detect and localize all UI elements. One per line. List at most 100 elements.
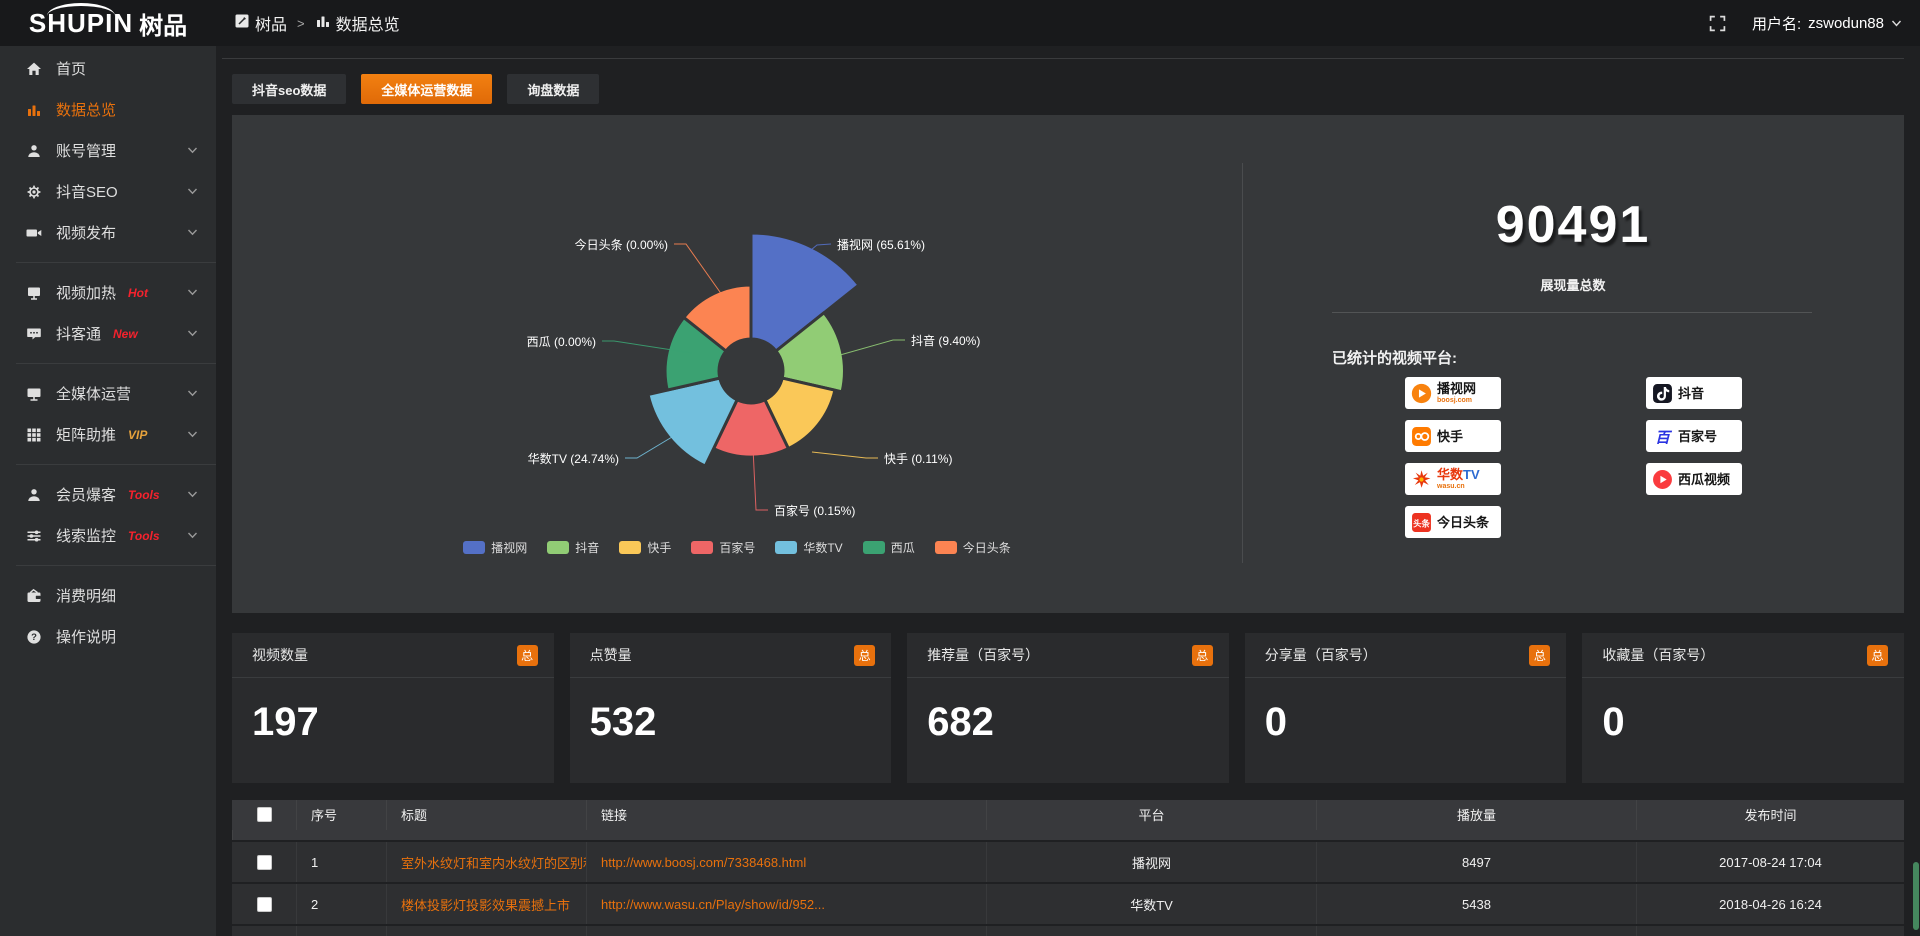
sidebar-divider: [16, 363, 216, 364]
stat-cards: 视频数量总 197 点赞量总 532 推荐量（百家号）总 682 分享量（百家号）总 0 收藏量…: [232, 633, 1904, 783]
user-menu[interactable]: 用户名: zswodun88: [1752, 13, 1902, 34]
pie-label: 抖音 (9.40%): [911, 334, 981, 348]
select-all-checkbox[interactable]: [256, 807, 272, 823]
sidebar-item-3[interactable]: 账号管理: [0, 130, 216, 171]
column-header: 链接: [586, 800, 986, 830]
row-checkbox[interactable]: [256, 854, 272, 870]
sidebar-item-7[interactable]: 抖客通 New: [0, 313, 216, 354]
platform-badge-2: 抖音: [1646, 377, 1742, 409]
platform-name: 播视网: [1437, 381, 1477, 396]
legend-item-3[interactable]: 快手: [619, 539, 671, 556]
top-header: SHUPIN 树品 树品 > 数据总览 用户名: zswodun88: [0, 0, 1920, 46]
pie-label: 今日头条 (0.00%): [574, 238, 668, 252]
bar-chart-icon: [315, 13, 331, 34]
sidebar-item-4[interactable]: 抖音SEO: [0, 171, 216, 212]
table-row-1: 1室外水纹灯和室内水纹灯的区别和简介http://www.boosj.com/7…: [232, 842, 1904, 882]
sidebar-item-label: 矩阵助推: [56, 427, 117, 444]
chat-icon: [26, 326, 42, 342]
column-header: 平台: [986, 800, 1316, 830]
scrollbar-thumb[interactable]: [1913, 862, 1919, 930]
pie-slice-2[interactable]: [774, 311, 846, 394]
legend-label: 华数TV: [803, 541, 843, 555]
platforms-label: 已统计的视频平台:: [1332, 350, 1457, 367]
platform-name: 华数TV: [1437, 467, 1480, 482]
cell-title[interactable]: 室外水纹灯和室内水纹灯的区别和简介: [386, 842, 586, 882]
platform-name: 今日头条: [1437, 514, 1490, 530]
pie-slice-4[interactable]: [712, 398, 790, 459]
sidebar-item-badge: Hot: [128, 285, 149, 300]
legend-swatch: [619, 541, 642, 554]
pie-label-line: [674, 243, 728, 303]
kuaishou-logo: [1411, 426, 1432, 447]
cell-index: 2: [296, 884, 386, 924]
pie-slice-3[interactable]: [763, 376, 837, 451]
sidebar-item-9[interactable]: 矩阵助推 VIP: [0, 414, 216, 455]
row-select-cell: [232, 926, 296, 936]
pie-slice-1[interactable]: [749, 231, 861, 353]
pie-label-line: [752, 447, 768, 511]
sidebar-item-6[interactable]: 视频加热 Hot: [0, 272, 216, 313]
breadcrumb-current-label: 数据总览: [335, 17, 400, 34]
tab-3[interactable]: 询盘数据: [507, 74, 600, 104]
sidebar-item-10[interactable]: 会员爆客 Tools: [0, 474, 216, 515]
pie-label: 快手 (0.11%): [884, 452, 953, 466]
platform-badge-5: 华数TV wasu.cn: [1405, 463, 1501, 495]
stat-card-value: 0: [1602, 700, 1625, 744]
legend-swatch: [775, 541, 798, 554]
legend-label: 百家号: [719, 541, 756, 555]
legend-item-1[interactable]: 播视网: [463, 539, 527, 556]
cell-title[interactable]: 楼体投影灯投影效果震撼上市: [386, 884, 586, 924]
legend-item-2[interactable]: 抖音: [547, 539, 599, 556]
legend-label: 抖音: [575, 541, 600, 555]
cell-link[interactable]: http://www.wasu.cn/Play/show/id/952...: [586, 884, 986, 924]
legend-item-7[interactable]: 今日头条: [934, 539, 1011, 556]
xigua-logo: [1652, 469, 1673, 490]
column-header: 标题: [386, 800, 586, 830]
sidebar-item-label: 数据总览: [56, 102, 117, 119]
stat-card-title: 收藏量（百家号）: [1602, 647, 1715, 663]
cell-platform: 华数TV: [986, 884, 1316, 924]
sidebar-item-1[interactable]: 首页: [0, 48, 216, 89]
sidebar-divider: [16, 565, 216, 566]
sidebar-item-11[interactable]: 线索监控 Tools: [0, 515, 216, 556]
svg-text:百: 百: [1655, 430, 1673, 446]
cell-views: 8497: [1316, 842, 1636, 882]
tab-2[interactable]: 全媒体运营数据: [361, 74, 493, 104]
row-checkbox[interactable]: [256, 896, 272, 912]
platform-name: 抖音: [1678, 385, 1705, 401]
cell-link[interactable]: http://www.boosj.com/7338468.html: [586, 842, 986, 882]
header-divider: [222, 58, 1904, 59]
table-header-row: 序号 标题 链接 平台 播放量 发布时间: [232, 800, 1904, 840]
pie-label: 华数TV (24.74%): [527, 452, 619, 466]
cell-platform: 播视网: [986, 842, 1316, 882]
logo-text-en: SHUPIN: [28, 3, 134, 38]
sidebar-item-2[interactable]: 数据总览: [0, 89, 216, 130]
pie-slice-7[interactable]: [682, 283, 753, 353]
row-select-cell: [232, 842, 296, 882]
tab-1[interactable]: 抖音seo数据: [232, 74, 347, 104]
pie-slice-6[interactable]: [663, 315, 728, 392]
logo-text-cjk: 树品: [139, 12, 188, 40]
fullscreen-button[interactable]: [1709, 15, 1726, 32]
sidebar-item-13[interactable]: ? 操作说明: [0, 616, 216, 657]
stat-card-2: 点赞量 总 532: [569, 633, 892, 783]
chart-icon: [26, 102, 42, 118]
cell-time: 2017-08-24 17:04: [1636, 842, 1904, 882]
row-select-cell: [232, 884, 296, 924]
stat-card-value: 197: [252, 700, 319, 744]
total-badge: 总: [516, 644, 538, 666]
sidebar-item-5[interactable]: 视频发布: [0, 212, 216, 253]
sidebar-item-12[interactable]: 消费明细: [0, 575, 216, 616]
legend-item-4[interactable]: 百家号: [691, 539, 755, 556]
platform-badges: 播视网 boosj.com 抖音 快手 百百家号 华数TV wasu.cn 西瓜视频 头条 今日头…: [1405, 377, 1742, 538]
sidebar-item-8[interactable]: 全媒体运营: [0, 373, 216, 414]
legend-item-5[interactable]: 华数TV: [775, 539, 843, 556]
stat-card-title: 推荐量（百家号）: [927, 647, 1040, 663]
legend-item-6[interactable]: 西瓜: [862, 539, 915, 556]
breadcrumb-current[interactable]: 数据总览: [315, 11, 400, 35]
pie-slice-5[interactable]: [646, 376, 739, 468]
sidebar-item-label: 会员爆客: [56, 487, 117, 504]
breadcrumb-home[interactable]: 树品: [234, 11, 287, 35]
cell-views: 5438: [1316, 884, 1636, 924]
logo[interactable]: SHUPIN 树品: [0, 0, 216, 46]
